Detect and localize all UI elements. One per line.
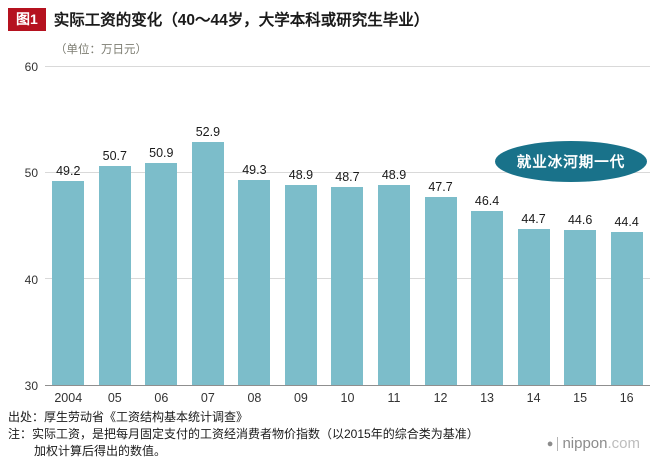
bar <box>191 142 224 385</box>
bar-group: 49.2 <box>45 67 92 385</box>
bar-value-label: 50.7 <box>102 148 127 163</box>
bar-group: 44.6 <box>557 67 604 385</box>
y-axis-tick-label: 50 <box>24 166 38 181</box>
plot-area: 49.2 50.7 50.9 52.9 49.3 48.9 48.7 48.9 47.7 46.4… <box>45 66 650 386</box>
bar <box>424 197 457 385</box>
bar <box>238 180 271 385</box>
bar-value-label: 49.2 <box>56 164 81 179</box>
bar-group: 46.4 <box>464 67 511 385</box>
footer-notes: 出处：厚生劳动省《工资结构基本统计调查》 注：实际工资，是把每月固定支付的工资经… <box>8 409 479 460</box>
x-axis-tick-label: 12 <box>433 391 448 405</box>
gridline <box>45 66 650 67</box>
bar <box>517 229 550 385</box>
bar-group: 47.7 <box>417 67 464 385</box>
x-axis-labels: 2004 05 06 07 08 09 10 11 12 13 14 15 16 <box>45 391 650 405</box>
x-axis-tick-label: 11 <box>387 391 401 405</box>
bar-value-label: 52.9 <box>195 125 221 140</box>
chart-header: 图1 实际工资的变化（40～44岁，大学本科或研究生毕业） <box>8 8 429 31</box>
bar-value-label: 50.9 <box>149 146 174 161</box>
bar <box>610 232 643 385</box>
bar-group: 48.9 <box>371 67 418 385</box>
x-axis-tick-label: 05 <box>107 391 122 405</box>
bar <box>331 186 364 385</box>
bar-value-label: 46.4 <box>474 194 500 209</box>
figure-number-badge: 图1 <box>8 8 46 31</box>
x-axis-tick-label: 2004 <box>54 391 83 405</box>
source-note: 出处：厚生劳动省《工资结构基本统计调查》 <box>8 410 249 424</box>
logo-name: nippon <box>562 435 608 452</box>
method-note-line2: 加权计算后得出的数值。 <box>34 444 167 459</box>
bar-group: 48.9 <box>278 67 325 385</box>
bar <box>564 230 597 385</box>
bars: 49.2 50.7 50.9 52.9 49.3 48.9 48.7 48.9 47.7 46.4… <box>45 67 650 385</box>
unit-label: （单位：万日元） <box>55 44 147 56</box>
logo-separator <box>557 436 559 451</box>
x-axis-tick-label: 16 <box>619 391 634 405</box>
logo-dot-icon: ● <box>546 437 554 450</box>
bar-group: 49.3 <box>231 67 278 385</box>
logo-tld: .com <box>607 435 640 452</box>
y-axis-tick-label: 30 <box>24 379 38 393</box>
x-axis-tick-label: 09 <box>293 391 308 405</box>
gridline <box>45 172 650 173</box>
bar-value-label: 48.9 <box>288 167 314 182</box>
x-axis-tick-label: 13 <box>480 391 494 405</box>
nippon-logo: ● nippon .com <box>547 435 640 452</box>
bar <box>145 163 178 385</box>
bar-value-label: 48.7 <box>335 169 360 184</box>
x-axis-tick-label: 15 <box>573 391 588 405</box>
chart-title: 实际工资的变化（40～44岁，大学本科或研究生毕业） <box>53 12 430 30</box>
bar <box>98 165 131 385</box>
y-axis: 30 40 50 60 <box>0 60 38 393</box>
bar-group: 50.7 <box>92 67 139 385</box>
bar-group: 52.9 <box>185 67 232 385</box>
bar-value-label: 44.6 <box>567 213 593 228</box>
bar <box>284 184 317 385</box>
bar-value-label: 44.4 <box>614 215 639 230</box>
bar <box>471 211 504 385</box>
y-axis-tick-label: 40 <box>24 272 38 287</box>
bar <box>52 181 85 385</box>
x-axis-tick-label: 08 <box>247 391 262 405</box>
x-axis-tick-label: 10 <box>340 391 355 405</box>
method-note-line1: 注：实际工资，是把每月固定支付的工资经消费者物价指数（以2015年的综合类为基准… <box>8 427 479 442</box>
bar-group: 44.7 <box>510 67 557 385</box>
ice-age-generation-badge: 就业冰河期一代 <box>495 141 647 182</box>
bar-group: 48.7 <box>324 67 371 385</box>
x-axis-tick-label: 07 <box>200 391 215 405</box>
x-axis-tick-label: 14 <box>526 391 541 405</box>
bar-value-label: 48.9 <box>381 167 407 182</box>
bar-group: 50.9 <box>138 67 185 385</box>
y-axis-tick-label: 60 <box>24 60 38 74</box>
bar-value-label: 47.7 <box>428 180 453 195</box>
bar-value-label: 44.7 <box>521 212 546 227</box>
bar <box>377 184 410 385</box>
bar-group: 44.4 <box>603 67 650 385</box>
x-axis-tick-label: 06 <box>154 391 169 405</box>
bar-value-label: 49.3 <box>242 163 267 178</box>
